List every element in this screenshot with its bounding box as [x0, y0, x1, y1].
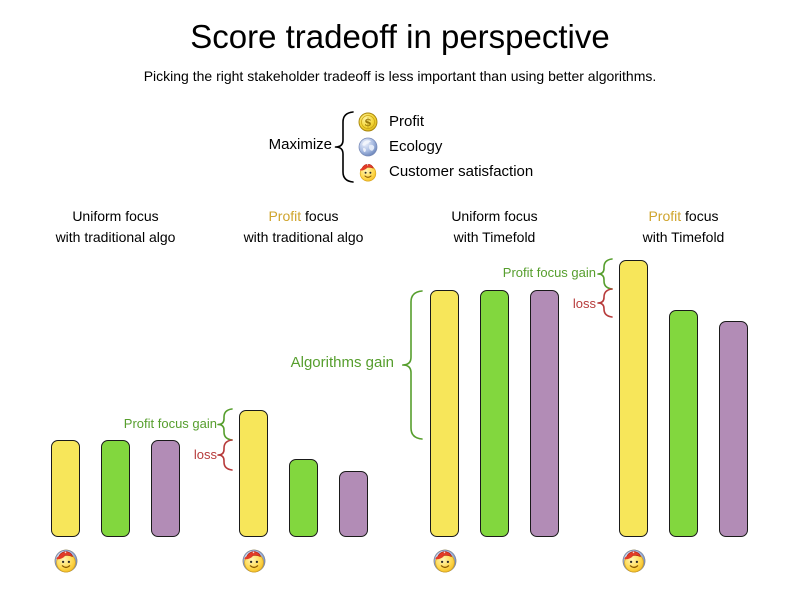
brace-algorithms-gain — [401, 290, 423, 440]
legend-item-ecology: Ecology — [358, 134, 533, 159]
legend-item-label: Profit — [389, 113, 425, 130]
bar-profit-traditional-ecology — [289, 459, 318, 537]
smiley-cap-icon — [358, 162, 378, 182]
group-label-uniform-timefold: Uniform focus with Timefold — [451, 208, 538, 245]
annotation-g2-gain: Profit focus gain — [123, 416, 217, 431]
bar-uniform-timefold-ecology — [480, 290, 509, 537]
group-label-profit-timefold: Profit focus with Timefold — [642, 208, 725, 245]
bar-uniform-traditional-customer-satisfaction — [151, 440, 180, 537]
legend-item-profit: Profit — [358, 109, 533, 134]
chart-title: Score tradeoff in perspective — [190, 18, 610, 55]
bar-uniform-traditional-ecology — [101, 440, 130, 537]
group-label-highlight: Profit — [268, 208, 302, 224]
globe-icon — [358, 137, 378, 157]
chart-subtitle: Picking the right stakeholder tradeoff i… — [143, 68, 657, 84]
annotation-g4-gain: Profit focus gain — [502, 265, 596, 280]
bar-profit-timefold-ecology — [669, 310, 698, 537]
bar-uniform-traditional-profit — [51, 440, 80, 537]
bar-uniform-timefold-profit — [430, 290, 459, 537]
bar-profit-timefold-customer-satisfaction — [719, 321, 748, 537]
group-label-profit-traditional: Profit focus with traditional algo — [243, 208, 364, 245]
smiley-cap-icon — [242, 549, 266, 573]
legend-item-label: Ecology — [389, 138, 443, 155]
annotation-algorithms-gain: Algorithms gain — [290, 354, 394, 371]
bar-profit-timefold-profit — [619, 260, 648, 537]
brace-g4-loss — [597, 288, 613, 318]
bar-uniform-timefold-customer-satisfaction — [530, 290, 559, 537]
group-label-highlight: Profit — [648, 208, 682, 224]
legend: Profit Ecology Customer satisfaction — [358, 109, 533, 184]
brace-g2-loss — [217, 439, 233, 471]
legend-title: Maximize — [268, 136, 332, 153]
smiley-cap-icon — [622, 549, 646, 573]
dollar-coin-icon — [358, 112, 378, 132]
legend-brace — [334, 111, 354, 183]
bar-profit-traditional-profit — [239, 410, 268, 537]
legend-item-customer-satisfaction: Customer satisfaction — [358, 159, 533, 184]
bar-profit-traditional-customer-satisfaction — [339, 471, 368, 537]
brace-g2-gain — [217, 408, 233, 441]
annotation-g4-loss: loss — [572, 296, 596, 311]
legend-item-label: Customer satisfaction — [389, 163, 534, 180]
annotation-g2-loss: loss — [193, 447, 217, 462]
smiley-cap-icon — [54, 549, 78, 573]
smiley-cap-icon — [433, 549, 457, 573]
brace-g4-gain — [597, 258, 613, 290]
group-label-uniform-traditional: Uniform focus with traditional algo — [55, 208, 176, 245]
